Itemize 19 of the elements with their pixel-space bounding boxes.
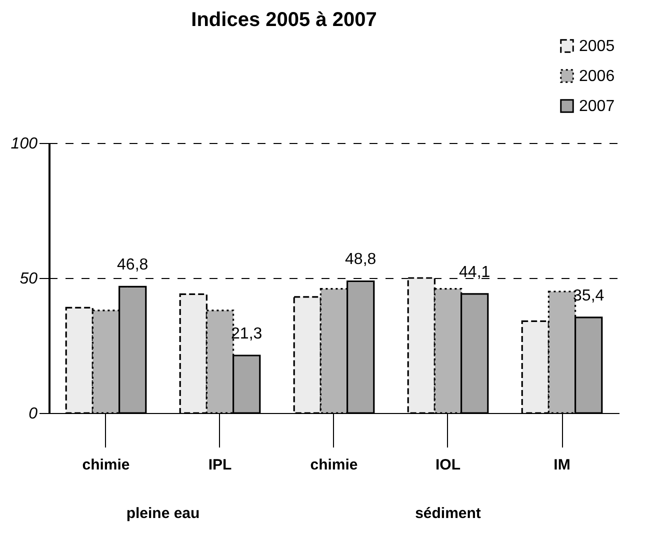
legend-label: 2006 [579, 68, 615, 85]
legend-label: 2005 [579, 38, 615, 55]
legend-label: 2007 [579, 98, 615, 115]
x-tick-label: IPL [208, 456, 232, 474]
x-tick-label: IOL [436, 456, 460, 474]
y-tick-label: 100 [10, 136, 38, 152]
x-tick-label: chimie [310, 456, 358, 474]
chart-title: Indices 2005 à 2007 [191, 9, 377, 31]
y-tick-label: 50 [20, 270, 38, 288]
text: pleine eau [126, 505, 200, 522]
y-tick-label: 0 [28, 406, 38, 422]
x-tick-label: chimie [82, 456, 130, 474]
text: sédiment [415, 505, 481, 522]
x-tick-label: IM [554, 456, 570, 474]
data-label: 44,1 [459, 264, 490, 281]
data-label: 35,4 [573, 287, 604, 304]
data-label: 48,8 [345, 251, 376, 268]
data-label: 21,3 [231, 325, 262, 342]
data-label: 46,8 [117, 256, 148, 274]
